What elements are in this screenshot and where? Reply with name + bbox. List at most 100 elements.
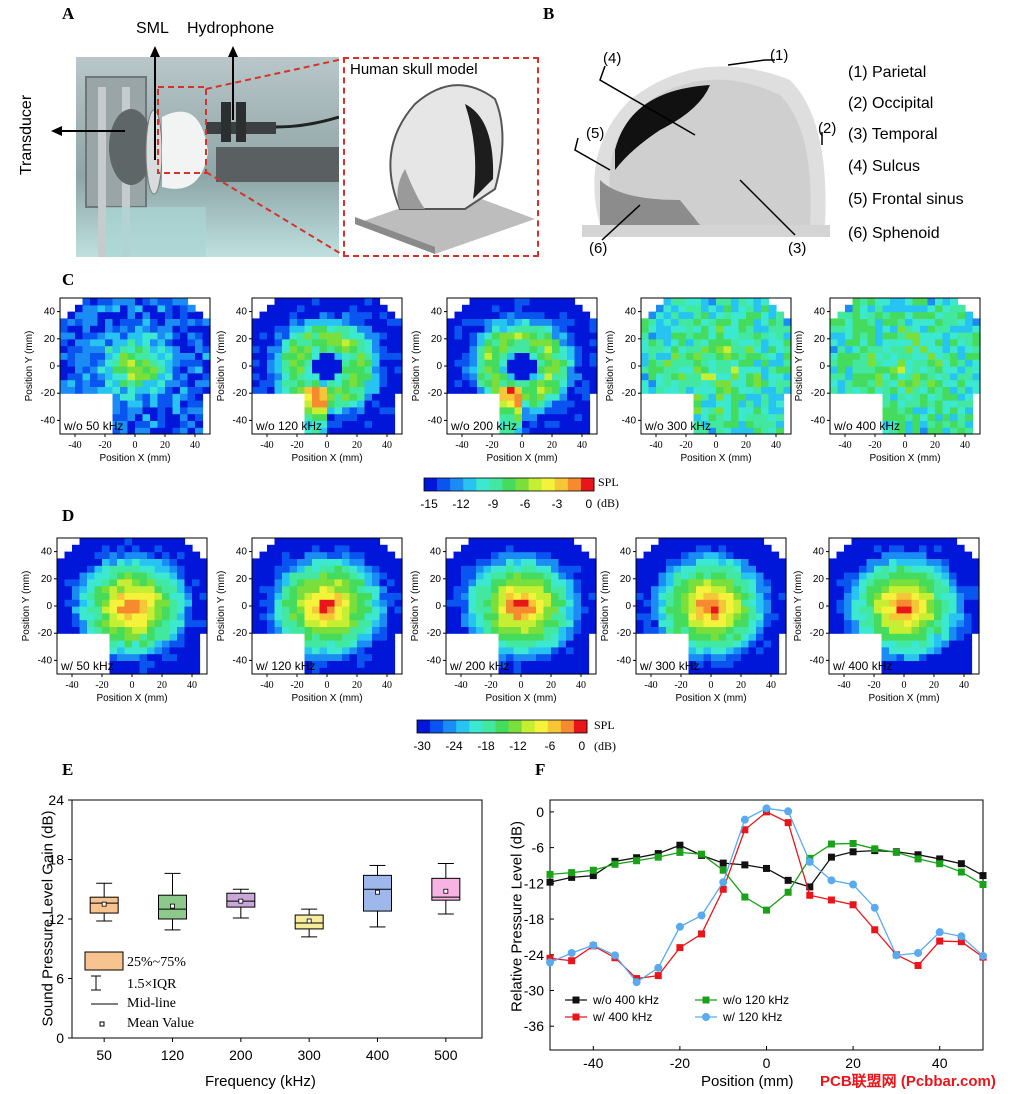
colorbar-tick: -24 (445, 739, 463, 753)
x-tick-label: -20 (95, 680, 108, 691)
y-tick-label: 0 (46, 601, 52, 612)
box-chart-ylabel: Sound Pressure Level Gain (dB) (39, 810, 57, 1027)
map-label: w/o 200 kHz (450, 419, 517, 433)
panel-letter-f: F (535, 760, 546, 779)
transducer-arrowhead (51, 126, 62, 136)
sml-arrowhead (150, 46, 160, 57)
hydrophone-arrowhead (228, 46, 238, 57)
y-tick-label: 40 (236, 307, 248, 318)
y-tick-label: -40 (38, 655, 53, 666)
y-tick-label: 0 (241, 601, 247, 612)
y-tick-label: -24 (524, 947, 544, 963)
x-tick-label: 120 (161, 1047, 185, 1063)
data-point (719, 866, 727, 874)
colorbar-swatch (489, 478, 503, 491)
x-tick-label: 40 (960, 440, 970, 451)
data-point (719, 878, 728, 887)
colorbar-swatch (456, 720, 470, 733)
callout-4: (4) (603, 50, 622, 67)
colorbar-swatch (580, 478, 595, 491)
map-ylabel: Position Y (mm) (21, 571, 32, 642)
y-tick-label: 0 (625, 601, 631, 612)
x-tick-label: 40 (932, 1055, 948, 1071)
x-tick-label: 500 (434, 1047, 458, 1063)
data-point (546, 958, 554, 967)
data-point (546, 870, 554, 878)
panel-letter-d: D (62, 506, 75, 525)
x-tick-label: -20 (867, 680, 880, 691)
x-tick-label: 20 (160, 440, 170, 451)
data-point (567, 948, 576, 957)
colorbar-d: -30 -24 -18 -12 -6 0 (413, 719, 588, 753)
zoom-line-bottom (205, 171, 344, 256)
callout-1: (1) (770, 47, 789, 64)
data-point (957, 860, 965, 868)
callout-2: (2) (818, 120, 837, 137)
data-point (611, 860, 619, 868)
legend-marker (702, 996, 710, 1004)
skull-base-plate (582, 225, 830, 237)
x-tick-label: -20 (290, 680, 303, 691)
x-tick-label: 0 (714, 440, 719, 451)
data-point (914, 855, 922, 863)
x-tick-label: -20 (674, 680, 687, 691)
data-point (784, 807, 793, 816)
legend-box-swatch (84, 951, 124, 971)
colorbar-tick: -6 (545, 739, 556, 753)
data-point (741, 826, 749, 834)
mean-marker (375, 889, 380, 895)
data-point (698, 930, 706, 938)
colorbar-swatch (450, 478, 464, 491)
mean-marker (238, 898, 244, 904)
colorbar-swatch (515, 478, 530, 491)
x-tick-label: -40 (454, 680, 467, 691)
data-point (914, 851, 922, 859)
data-point (676, 841, 684, 849)
data-point (676, 848, 684, 856)
y-tick-label: 40 (430, 547, 442, 558)
y-tick-label: -20 (233, 628, 248, 639)
y-tick-label: 0 (436, 361, 442, 372)
y-tick-label: 40 (236, 547, 248, 558)
mean-marker (170, 903, 175, 909)
colorbar-tick: -15 (420, 497, 438, 511)
mean-marker (306, 918, 312, 924)
line-chart: -40 -20 0 20 40 0 -6 -12 -18 -24 -30 -36 w/o 400 kHz… (524, 799, 987, 1071)
map-label: w/o 120 kHz (255, 419, 322, 433)
x-tick-label: -40 (65, 680, 78, 691)
data-point (654, 853, 662, 861)
x-tick-label: -40 (455, 440, 468, 451)
colorbar-swatch (417, 720, 431, 733)
x-tick-label: 20 (741, 440, 751, 451)
data-point (740, 815, 749, 824)
y-tick-label: -40 (428, 415, 443, 426)
colorbar-c-unit: (dB) (597, 496, 619, 510)
y-tick-label: 0 (49, 361, 55, 372)
x-tick-label: 0 (709, 680, 714, 691)
legend-marker (702, 1013, 710, 1021)
data-point (935, 928, 944, 937)
map-xlabel: Position X (mm) (486, 453, 557, 464)
legend-label: w/o 400 kHz (592, 993, 659, 1007)
data-point (827, 876, 836, 885)
data-point (979, 881, 987, 889)
x-tick-label: -20 (484, 680, 497, 691)
data-point (763, 864, 770, 872)
map-ylabel: Position Y (mm) (216, 571, 227, 642)
data-point (827, 840, 835, 848)
colorbar-tick: 0 (579, 739, 586, 753)
data-point (632, 978, 641, 987)
y-tick-label: -20 (810, 628, 825, 639)
y-tick-label: -40 (41, 415, 56, 426)
data-point (546, 878, 554, 886)
x-tick-label: 0 (325, 680, 330, 691)
line-chart-xlabel: Position (mm) (701, 1073, 794, 1090)
callout-3: (3) (788, 240, 807, 257)
data-point (957, 932, 966, 941)
colorbar-tick: 0 (586, 497, 593, 511)
data-point (957, 938, 965, 946)
data-point (654, 972, 662, 980)
data-point (762, 804, 771, 813)
map-label: w/ 300 kHz (639, 659, 699, 673)
data-point (568, 873, 576, 881)
